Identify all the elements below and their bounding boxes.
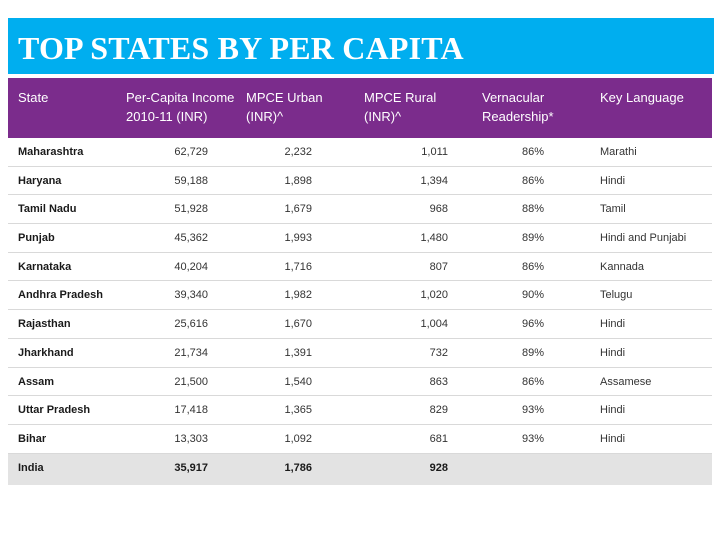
- cell-language: Hindi: [600, 346, 626, 359]
- cell-state: Tamil Nadu: [18, 203, 77, 216]
- cell-urban: 1,391: [284, 346, 312, 359]
- cell-rural: 1,004: [420, 318, 448, 331]
- cell-urban: 1,993: [284, 232, 312, 245]
- header-vernacular-readership: Vernacular Readership*: [482, 90, 554, 124]
- table-row: Punjab 45,362 1,993 1,480 89% Hindi and Punja…: [8, 224, 712, 253]
- cell-vernacular: 96%: [521, 318, 544, 331]
- cell-income: 40,204: [174, 260, 208, 273]
- cell-rural: 1,394: [420, 174, 448, 187]
- table-row: Jharkhand 21,734 1,391 732 89% Hindi: [8, 339, 712, 368]
- cell-rural: 1,011: [421, 146, 448, 158]
- cell-vernacular: 88%: [521, 203, 544, 216]
- cell-state: Rajasthan: [18, 318, 71, 331]
- header-mpce-rural: MPCE Rural (INR)^: [364, 90, 437, 124]
- cell-language: Kannada: [600, 260, 645, 273]
- cell-state: Haryana: [18, 174, 62, 187]
- table-body: Maharashtra 62,729 2,232 1,011 86% Marathi Har…: [8, 138, 712, 454]
- cell-urban: 2,232: [284, 146, 312, 158]
- cell-rural: 928: [429, 461, 448, 474]
- cell-state: Andhra Pradesh: [18, 289, 103, 302]
- table-row: Assam 21,500 1,540 863 86% Assamese: [8, 368, 712, 397]
- cell-language: Assamese: [600, 375, 652, 388]
- table-row: Haryana 59,188 1,898 1,394 86% Hindi: [8, 167, 712, 196]
- table-row: Bihar 13,303 1,092 681 93% Hindi: [8, 425, 712, 454]
- cell-state: Punjab: [18, 232, 55, 245]
- cell-vernacular: 86%: [521, 146, 544, 158]
- header-per-capita-income: Per-Capita Income 2010-11 (INR): [126, 90, 235, 124]
- cell-vernacular: 93%: [521, 404, 544, 417]
- table-row: Maharashtra 62,729 2,232 1,011 86% Marathi: [8, 138, 712, 167]
- cell-language: Hindi: [600, 432, 626, 445]
- cell-urban: 1,365: [284, 404, 312, 417]
- cell-urban: 1,670: [284, 318, 312, 331]
- table-row: Rajasthan 25,616 1,670 1,004 96% Hindi: [8, 310, 712, 339]
- header-state: State: [18, 90, 49, 105]
- cell-language: Hindi: [600, 318, 626, 331]
- cell-rural: 829: [429, 404, 448, 417]
- cell-rural: 1,020: [420, 289, 448, 302]
- cell-rural: 681: [429, 432, 448, 445]
- cell-language: Telugu: [600, 289, 633, 302]
- cell-state: Maharashtra: [18, 146, 84, 158]
- cell-vernacular: 86%: [521, 375, 544, 388]
- table-row: Andhra Pradesh 39,340 1,982 1,020 90% Telugu: [8, 281, 712, 311]
- cell-state: Karnataka: [18, 260, 72, 273]
- cell-language: Hindi and Punjabi: [600, 232, 687, 245]
- cell-income: 59,188: [174, 174, 208, 187]
- cell-income: 21,734: [174, 346, 208, 359]
- table-row: Tamil Nadu 51,928 1,679 968 88% Tamil: [8, 195, 712, 225]
- cell-state: Jharkhand: [18, 346, 74, 359]
- cell-language: Hindi: [600, 404, 626, 417]
- cell-rural: 732: [429, 346, 448, 359]
- cell-language: Tamil: [600, 203, 626, 216]
- table-header: State Per-Capita Income 2010-11 (INR) MPC…: [8, 78, 712, 138]
- cell-urban: 1,092: [284, 432, 312, 445]
- cell-vernacular: 90%: [521, 289, 544, 302]
- cell-state: India: [18, 461, 44, 474]
- cell-state: Bihar: [18, 432, 47, 445]
- cell-rural: 863: [429, 375, 448, 388]
- table-row: Uttar Pradesh 17,418 1,365 829 93% Hindi: [8, 396, 712, 425]
- cell-income: 13,303: [174, 432, 208, 445]
- cell-income: 35,917: [174, 461, 208, 474]
- title-bar: TOP STATES BY PER CAPITA: [8, 18, 714, 74]
- header-mpce-urban: MPCE Urban (INR)^: [246, 90, 323, 124]
- cell-rural: 968: [429, 203, 448, 216]
- slide-title: TOP STATES BY PER CAPITA: [18, 30, 464, 66]
- cell-rural: 807: [429, 260, 448, 273]
- cell-rural: 1,480: [420, 232, 448, 245]
- cell-vernacular: 89%: [521, 346, 544, 359]
- cell-income: 25,616: [174, 318, 208, 331]
- cell-income: 51,928: [174, 203, 208, 216]
- table-row: Karnataka 40,204 1,716 807 86% Kannada: [8, 253, 712, 282]
- cell-urban: 1,540: [284, 375, 312, 388]
- cell-income: 17,418: [174, 404, 208, 417]
- cell-income: 62,729: [174, 146, 208, 158]
- cell-state: Assam: [18, 375, 55, 388]
- cell-income: 45,362: [174, 232, 208, 245]
- cell-vernacular: 93%: [521, 432, 544, 445]
- cell-urban: 1,716: [284, 260, 312, 273]
- cell-urban: 1,982: [284, 289, 312, 302]
- total-row: India 35,917 1,786 928: [8, 453, 712, 485]
- cell-language: Marathi: [600, 146, 637, 158]
- cell-income: 21,500: [174, 375, 208, 388]
- data-table: State Per-Capita Income 2010-11 (INR) MPC…: [8, 78, 712, 485]
- cell-urban: 1,679: [284, 203, 312, 216]
- cell-state: Uttar Pradesh: [18, 404, 91, 417]
- cell-language: Hindi: [600, 174, 626, 187]
- header-key-language: Key Language: [600, 90, 684, 105]
- cell-vernacular: 86%: [521, 174, 544, 187]
- cell-vernacular: 89%: [521, 232, 544, 245]
- cell-urban: 1,786: [284, 461, 312, 474]
- cell-urban: 1,898: [284, 174, 312, 187]
- cell-income: 39,340: [174, 289, 208, 302]
- cell-vernacular: 86%: [521, 260, 544, 273]
